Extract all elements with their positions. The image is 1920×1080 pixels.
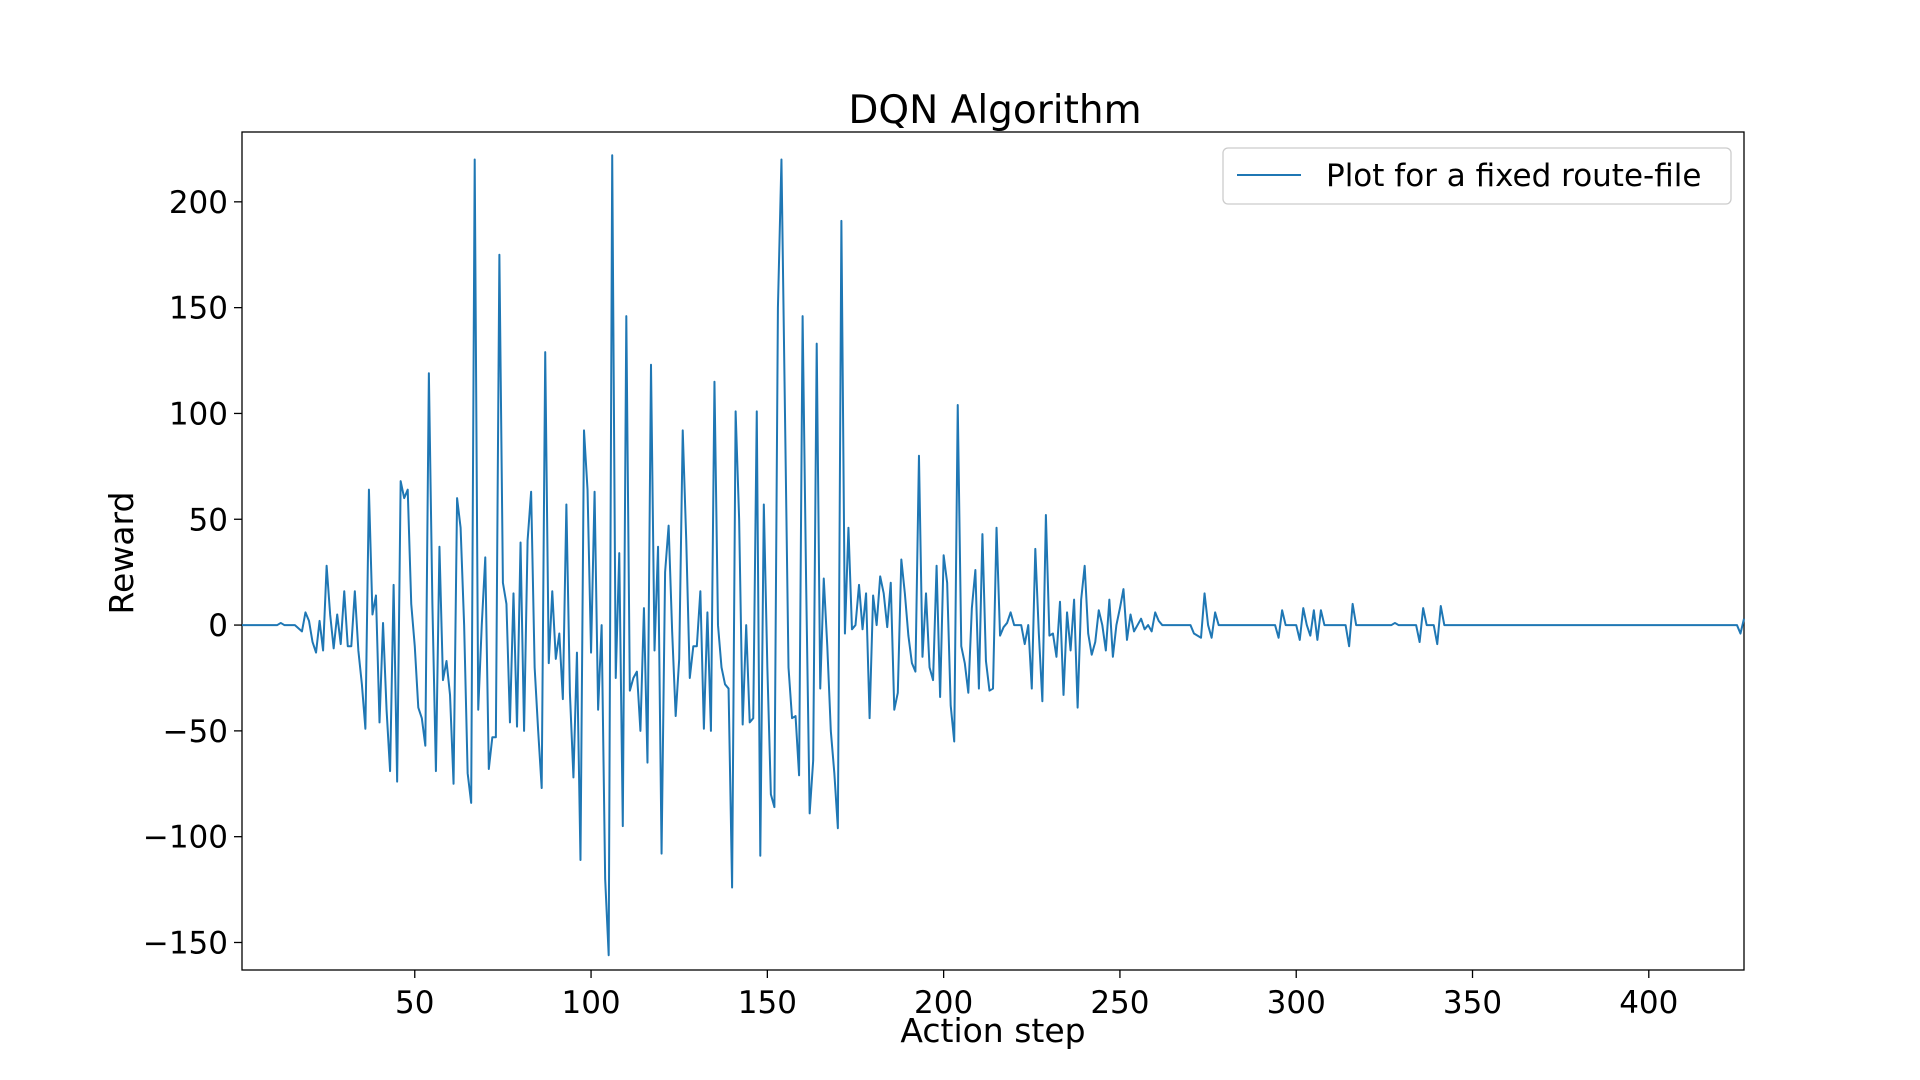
y-tick-label: −100 (143, 820, 228, 856)
x-tick-label: 150 (738, 985, 797, 1021)
x-tick-label: 100 (561, 985, 620, 1021)
x-tick-label: 50 (395, 985, 434, 1021)
x-tick-label: 200 (914, 985, 973, 1021)
y-tick-label: 50 (189, 502, 228, 538)
x-tick-label: 300 (1267, 985, 1326, 1021)
series-line (242, 154, 1745, 957)
legend-entry: Plot for a fixed route-file (1326, 158, 1701, 194)
y-axis: −150 −100 −50 0 50 100 150 200 (143, 185, 242, 961)
legend-box (1222, 147, 1732, 205)
x-tick-label: 400 (1619, 985, 1678, 1021)
y-tick-label: 100 (169, 396, 228, 432)
chart-title: DQN Algorithm (848, 88, 1141, 133)
x-tick-label: 350 (1443, 985, 1502, 1021)
x-tick-label: 250 (1090, 985, 1149, 1021)
y-tick-label: 150 (169, 291, 228, 327)
plot-frame (241, 131, 1745, 971)
y-tick-label: 200 (169, 185, 228, 221)
y-tick-label: −150 (143, 925, 228, 961)
y-tick-label: −50 (163, 714, 228, 750)
plot-area (241, 131, 1745, 971)
x-axis: 50 100 150 200 250 300 350 400 (395, 970, 1678, 1021)
x-axis-title: Action step (900, 1011, 1085, 1050)
y-tick-label: 0 (208, 608, 228, 644)
legend: Plot for a fixed route-file (1222, 147, 1732, 205)
y-axis-title: Reward (102, 492, 141, 615)
